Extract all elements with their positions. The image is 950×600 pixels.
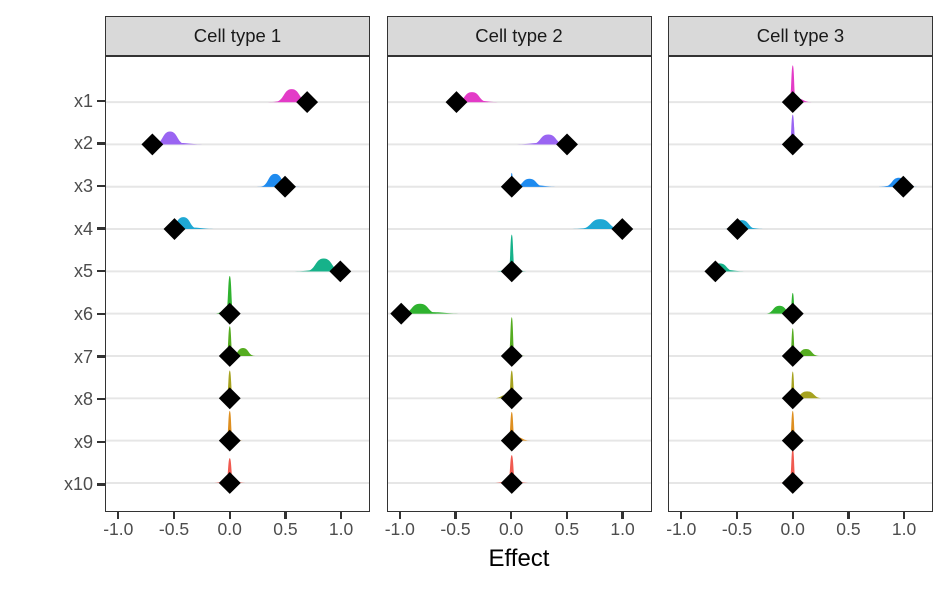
- x-axis-tick: [902, 512, 906, 519]
- y-axis-tick: [97, 270, 105, 273]
- y-axis-label-x10: x10: [63, 474, 93, 495]
- y-axis-label-x5: x5: [73, 261, 93, 282]
- estimate-diamond-x4: [610, 218, 633, 240]
- estimate-diamond-x7: [218, 345, 241, 367]
- facet-strip-cell-type-1: Cell type 1: [105, 16, 370, 56]
- y-axis-label-x7: x7: [73, 346, 93, 367]
- estimate-diamond-x1: [296, 91, 319, 114]
- estimate-diamond-x4: [163, 218, 186, 240]
- panel-cell-type-3: [668, 56, 933, 512]
- y-axis-tick: [97, 397, 105, 401]
- density-x6: [400, 303, 439, 314]
- estimate-diamond-x9: [500, 429, 523, 452]
- x-tick-label: 0.5: [836, 519, 861, 539]
- y-axis-label-x6: x6: [73, 303, 93, 324]
- x-axis-tick: [621, 512, 624, 519]
- y-axis-label-x9: x9: [73, 431, 93, 452]
- x-axis-tick: [510, 512, 513, 519]
- x-axis-tick: [735, 512, 739, 519]
- estimate-diamond-x2: [555, 133, 578, 156]
- x-tick-label: 0.0: [780, 519, 805, 539]
- estimate-diamond-x6: [781, 302, 804, 325]
- estimate-diamond-x3: [274, 175, 296, 198]
- x-axis-title: Effect: [488, 545, 550, 572]
- x-tick-label: 0.0: [499, 519, 524, 539]
- x-axis-tick: [172, 512, 176, 519]
- x-axis-tick: [565, 512, 569, 519]
- x-tick-label: 0.5: [273, 519, 298, 539]
- estimate-diamond-x10: [500, 472, 523, 494]
- x-tick-label: -0.5: [721, 519, 753, 539]
- y-axis-label-x2: x2: [73, 133, 93, 154]
- estimate-diamond-x7: [781, 345, 804, 367]
- estimate-diamond-x5: [500, 260, 523, 283]
- y-axis-tick: [97, 312, 105, 316]
- x-tick-label: 1.0: [328, 519, 354, 539]
- x-tick-label: 0.0: [217, 519, 242, 539]
- estimate-diamond-x3: [892, 175, 915, 198]
- x-tick-label: -1.0: [666, 519, 697, 539]
- x-axis-tick: [454, 512, 457, 519]
- estimate-diamond-x8: [500, 387, 523, 410]
- density-x7: [508, 317, 515, 356]
- x-axis-tick: [228, 512, 231, 519]
- estimate-diamond-x9: [781, 429, 804, 452]
- x-axis-tick: [398, 512, 401, 519]
- x-axis-tick: [117, 512, 120, 519]
- estimate-diamond-x1: [781, 91, 804, 114]
- y-axis-tick: [97, 440, 105, 443]
- density-x4: [578, 219, 621, 230]
- y-axis-label-x4: x4: [73, 218, 93, 239]
- estimate-diamond-x4: [726, 218, 749, 240]
- estimate-diamond-x8: [781, 387, 804, 410]
- facet-strip-cell-type-3: Cell type 3: [668, 16, 933, 56]
- estimate-diamond-x1: [445, 91, 467, 114]
- density-x6: [225, 275, 234, 314]
- density-x6: [399, 312, 462, 314]
- x-tick-label: 1.0: [891, 519, 917, 539]
- x-tick-label: 1.0: [610, 519, 635, 539]
- estimate-diamond-x10: [781, 472, 804, 494]
- facet-strip-cell-type-2: Cell type 2: [386, 16, 652, 56]
- density-x3: [513, 178, 545, 187]
- y-axis-tick: [97, 142, 105, 145]
- y-axis-label-x3: x3: [73, 175, 93, 196]
- estimate-diamond-x6: [218, 302, 241, 325]
- panel-cell-type-1: [105, 56, 370, 512]
- estimate-diamond-x6: [389, 302, 412, 325]
- estimate-diamond-x5: [704, 260, 727, 283]
- y-axis-label-x8: x8: [73, 389, 93, 410]
- x-axis-tick: [284, 512, 287, 519]
- estimate-diamond-x5: [329, 260, 352, 283]
- x-tick-label: -0.5: [440, 519, 471, 539]
- estimate-diamond-x9: [218, 429, 241, 452]
- y-axis-tick: [97, 355, 105, 358]
- x-tick-label: 0.5: [554, 519, 580, 539]
- estimate-diamond-x2: [781, 133, 804, 156]
- estimate-diamond-x3: [500, 175, 523, 198]
- x-axis-tick: [791, 512, 794, 519]
- y-axis-label-x1: x1: [73, 90, 93, 111]
- x-axis-tick: [339, 512, 343, 519]
- density-x2: [153, 131, 187, 145]
- estimate-diamond-x8: [218, 387, 241, 410]
- y-axis-tick: [97, 227, 105, 230]
- y-axis-tick: [97, 483, 105, 486]
- y-axis-tick: [97, 99, 105, 102]
- panel-cell-type-2: [386, 56, 652, 512]
- x-tick-label: -1.0: [384, 519, 415, 539]
- x-tick-label: -1.0: [103, 519, 134, 539]
- estimate-diamond-x7: [500, 345, 523, 367]
- x-tick-label: -0.5: [158, 519, 190, 539]
- density-x2: [530, 134, 566, 145]
- estimate-diamond-x10: [218, 472, 241, 494]
- estimate-diamond-x2: [141, 133, 164, 156]
- x-axis-tick: [680, 512, 683, 519]
- x-axis-tick: [847, 512, 850, 519]
- y-axis-tick: [97, 184, 105, 188]
